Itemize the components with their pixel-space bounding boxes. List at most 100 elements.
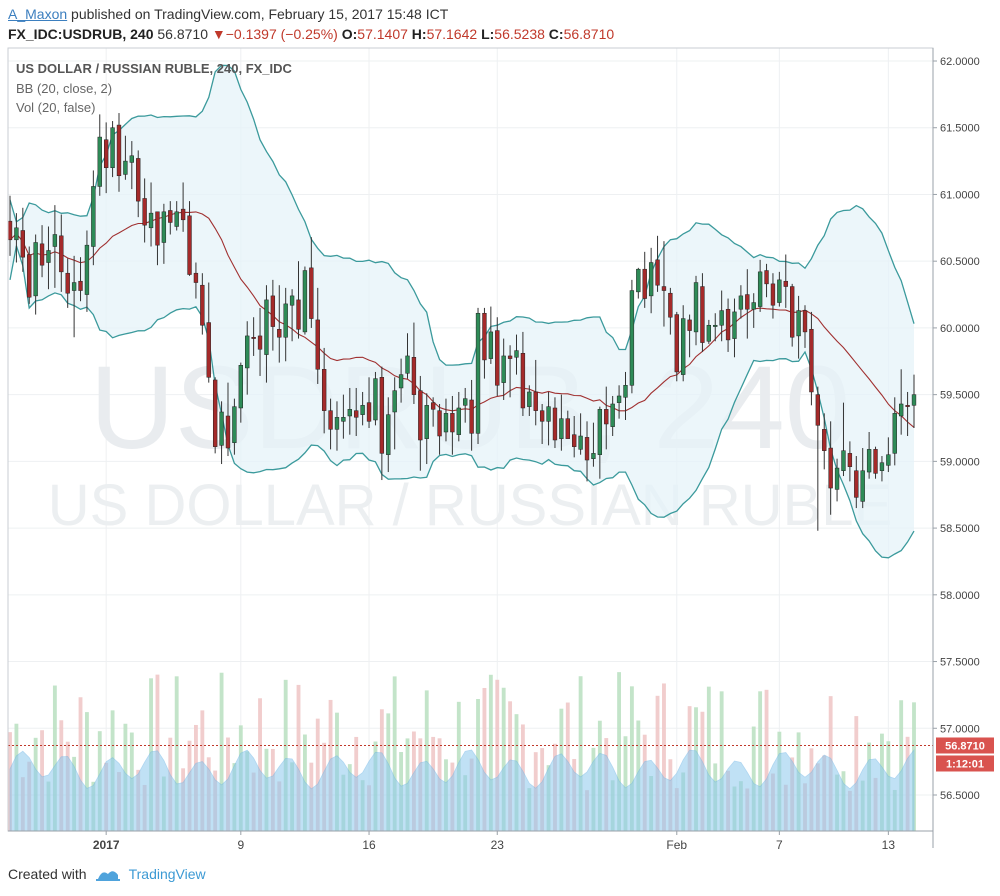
candle-body — [46, 250, 51, 263]
candle-body — [796, 310, 801, 337]
published-text: published on TradingView.com, February 1… — [67, 6, 449, 22]
candle-body — [180, 208, 186, 221]
candle-body — [886, 454, 891, 466]
candle-body — [584, 437, 590, 461]
candle-body — [59, 235, 64, 273]
candle-body — [546, 406, 551, 422]
candle-body — [841, 450, 846, 471]
candle-body — [693, 282, 699, 333]
candle-body — [591, 453, 596, 459]
volume-bar — [495, 679, 500, 831]
volume-bar — [629, 686, 634, 831]
candle-body — [245, 335, 250, 369]
candle-body — [828, 447, 833, 489]
candle-body — [116, 124, 122, 177]
candle-body — [866, 449, 872, 473]
candle-body — [328, 410, 333, 430]
candle-body — [7, 220, 13, 241]
candle-body — [777, 279, 782, 303]
x-tick-label: 13 — [882, 838, 896, 852]
candlesticks — [7, 113, 917, 531]
candle-body — [674, 314, 679, 373]
open-value: 57.1407 — [357, 26, 408, 42]
basis-line — [9, 211, 915, 428]
low-value: 56.5238 — [494, 26, 545, 42]
volume-bar — [85, 712, 89, 831]
candle-body — [251, 337, 256, 339]
candle-body — [783, 280, 788, 287]
candle-body — [488, 331, 494, 359]
price-axis[interactable]: 62.0000 61.5000 61.0000 60.5000 60.0000 59.50… — [933, 56, 980, 802]
volume-bar — [899, 700, 904, 831]
author-link[interactable]: A_Maxon — [8, 6, 68, 22]
candle-body — [161, 211, 167, 243]
price-chart[interactable]: USDRUB, 240 US DOLLAR / RUSSIAN RUBLE 62… — [0, 0, 1000, 860]
upper-band — [9, 64, 915, 366]
candle-body — [501, 355, 506, 383]
candle-body — [373, 378, 378, 421]
candle-body — [341, 417, 346, 422]
candle-body — [129, 155, 134, 163]
y-tick-label: 57.5000 — [940, 657, 980, 669]
x-tick-label: Feb — [666, 838, 687, 852]
candle-body — [302, 270, 308, 333]
y-tick-label: 56.5000 — [940, 790, 980, 802]
candle-body — [629, 290, 635, 386]
candle-body — [97, 136, 102, 187]
candle-body — [905, 405, 910, 407]
candle-body — [193, 272, 199, 283]
candle-body — [405, 355, 410, 374]
x-tick-label: 9 — [237, 838, 244, 852]
candle-body — [514, 350, 519, 358]
volume-bar — [52, 685, 57, 831]
volume-bar — [758, 691, 763, 831]
candle-body — [655, 259, 660, 286]
candle-body — [719, 310, 724, 326]
candle-body — [668, 292, 673, 318]
volume-bar — [501, 687, 506, 831]
candle-body — [636, 268, 641, 293]
tradingview-brand-link[interactable]: TradingView — [128, 866, 206, 882]
volume-bar — [751, 726, 756, 831]
volume-bars — [8, 672, 916, 832]
candle-body — [264, 299, 269, 355]
volume-bar — [482, 687, 487, 831]
candle-body — [33, 242, 38, 297]
legend-bb[interactable]: BB (20, close, 2) — [16, 81, 112, 96]
candle-body — [687, 319, 692, 331]
volume-bar — [283, 679, 288, 831]
candle-body — [809, 328, 814, 393]
y-tick-label: 59.0000 — [940, 456, 980, 468]
candle-body — [65, 272, 70, 294]
x-tick-label: 16 — [362, 838, 376, 852]
candle-body — [283, 303, 288, 338]
candle-body — [232, 406, 237, 443]
candle-body — [321, 369, 327, 411]
candle-body — [392, 390, 397, 413]
tradingview-logo-icon — [95, 871, 120, 881]
time-axis[interactable]: 2017 9 16 23 Feb 7 13 — [93, 831, 896, 852]
candle-body — [610, 403, 615, 427]
volume-bar — [617, 672, 622, 831]
candle-body — [238, 365, 243, 409]
x-tick-label: 7 — [776, 838, 783, 852]
candle-body — [757, 271, 763, 307]
candle-body — [661, 286, 667, 291]
candle-body — [386, 414, 391, 455]
x-tick-label: 23 — [491, 838, 505, 852]
volume-bar — [392, 676, 397, 831]
candle-body — [834, 467, 840, 490]
y-tick-label: 62.0000 — [940, 56, 980, 68]
y-tick-label: 60.5000 — [940, 256, 980, 268]
legend-title: US DOLLAR / RUSSIAN RUBLE, 240, FX_IDC — [16, 61, 293, 76]
price-badge: 56.8710 — [936, 737, 994, 754]
candle-body — [565, 418, 570, 439]
candle-body — [136, 158, 141, 202]
publish-info: A_Maxon published on TradingView.com, Fe… — [8, 6, 448, 22]
candle-body — [78, 280, 83, 291]
candle-body — [892, 413, 897, 454]
down-arrow-icon: ▼ — [211, 26, 226, 42]
legend-vol[interactable]: Vol (20, false) — [16, 100, 96, 115]
candle-body — [366, 402, 372, 422]
candle-body — [648, 262, 654, 297]
